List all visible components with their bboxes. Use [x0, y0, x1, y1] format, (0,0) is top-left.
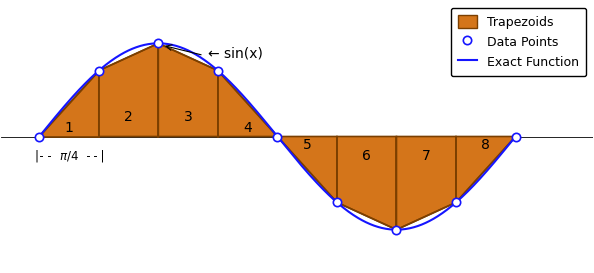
Text: 2: 2: [124, 110, 133, 124]
Polygon shape: [456, 136, 516, 202]
Polygon shape: [99, 43, 159, 136]
Text: ← sin(x): ← sin(x): [208, 46, 263, 60]
Text: 3: 3: [184, 110, 192, 124]
Text: 5: 5: [303, 138, 312, 152]
Polygon shape: [218, 71, 277, 136]
Polygon shape: [396, 136, 456, 230]
Polygon shape: [337, 136, 396, 230]
Polygon shape: [39, 71, 99, 136]
Text: $|$-- $\pi/4$ --|: $|$-- $\pi/4$ --|: [34, 148, 105, 164]
Legend: Trapezoids, Data Points, Exact Function: Trapezoids, Data Points, Exact Function: [451, 8, 586, 76]
Text: 1: 1: [65, 121, 74, 135]
Polygon shape: [159, 43, 218, 136]
Text: 8: 8: [481, 138, 490, 152]
Text: 6: 6: [362, 149, 371, 163]
Text: 7: 7: [422, 149, 431, 163]
Text: 4: 4: [244, 121, 252, 135]
Polygon shape: [277, 136, 337, 202]
